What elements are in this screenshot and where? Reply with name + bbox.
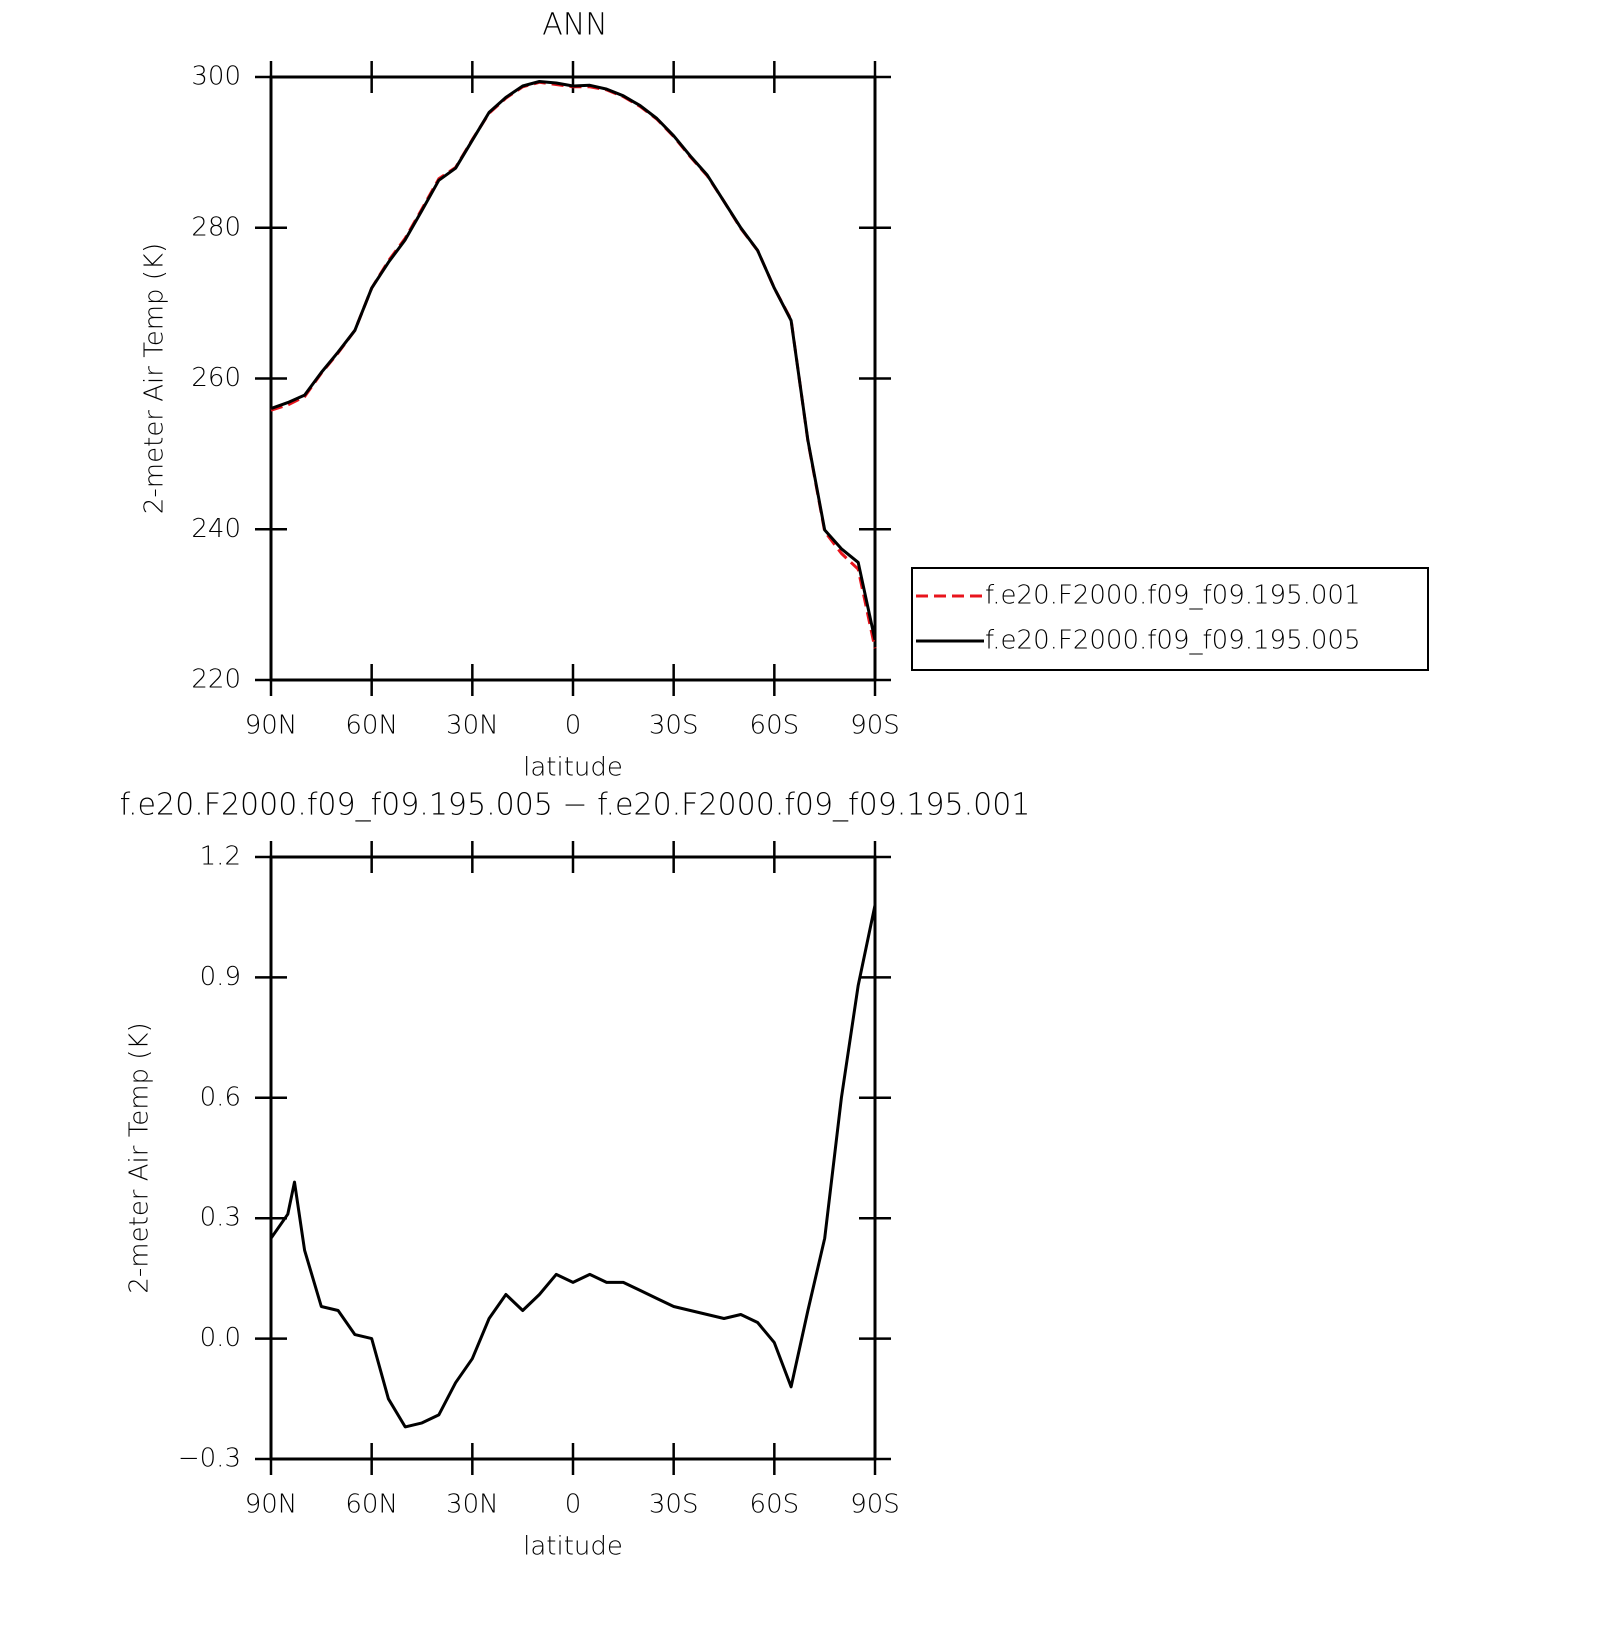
x-tick-label: 60S bbox=[750, 711, 800, 741]
y-tick-label: 260 bbox=[191, 363, 241, 393]
x-tick-label: 30S bbox=[649, 711, 699, 741]
legend-label: f.e20.F2000.f09_f09.195.001 bbox=[985, 581, 1361, 611]
chart-title: f.e20.F2000.f09_f09.195.005 − f.e20.F200… bbox=[120, 788, 1031, 823]
y-axis-label: 2-meter Air Temp (K) bbox=[140, 243, 170, 514]
y-tick-label: 280 bbox=[191, 212, 241, 242]
x-tick-label: 30N bbox=[446, 711, 499, 741]
chart-title: ANN bbox=[542, 8, 607, 43]
x-axis-label: latitude bbox=[523, 753, 623, 783]
x-tick-label: 0 bbox=[565, 1490, 582, 1520]
y-tick-label: 220 bbox=[191, 665, 241, 695]
x-tick-label: 60N bbox=[345, 1490, 398, 1520]
x-tick-label: 90S bbox=[850, 711, 900, 741]
y-tick-label: 300 bbox=[191, 62, 241, 92]
y-tick-label: 0.3 bbox=[200, 1203, 241, 1233]
x-tick-label: 30S bbox=[649, 1490, 699, 1520]
y-tick-label: 0.6 bbox=[200, 1082, 241, 1112]
x-tick-label: 60S bbox=[750, 1490, 800, 1520]
y-tick-label: 1.2 bbox=[200, 842, 241, 872]
y-tick-label: 0.0 bbox=[200, 1323, 241, 1353]
data-line bbox=[269, 904, 877, 1429]
y-tick-label: 0.9 bbox=[200, 962, 241, 992]
x-tick-label: 0 bbox=[565, 711, 582, 741]
x-tick-label: 60N bbox=[345, 711, 398, 741]
x-axis-label: latitude bbox=[523, 1532, 623, 1562]
legend-label: f.e20.F2000.f09_f09.195.005 bbox=[985, 626, 1361, 656]
y-tick-label: −0.3 bbox=[178, 1444, 241, 1474]
x-tick-label: 30N bbox=[446, 1490, 499, 1520]
x-tick-label: 90N bbox=[245, 711, 298, 741]
data-line bbox=[270, 80, 877, 641]
y-tick-label: 240 bbox=[191, 514, 241, 544]
legend-box bbox=[911, 567, 1429, 671]
plot-frame bbox=[269, 75, 877, 682]
x-tick-label: 90N bbox=[245, 1490, 298, 1520]
data-line bbox=[270, 80, 877, 649]
x-tick-label: 90S bbox=[850, 1490, 900, 1520]
y-axis-label: 2-meter Air Temp (K) bbox=[125, 1022, 155, 1293]
